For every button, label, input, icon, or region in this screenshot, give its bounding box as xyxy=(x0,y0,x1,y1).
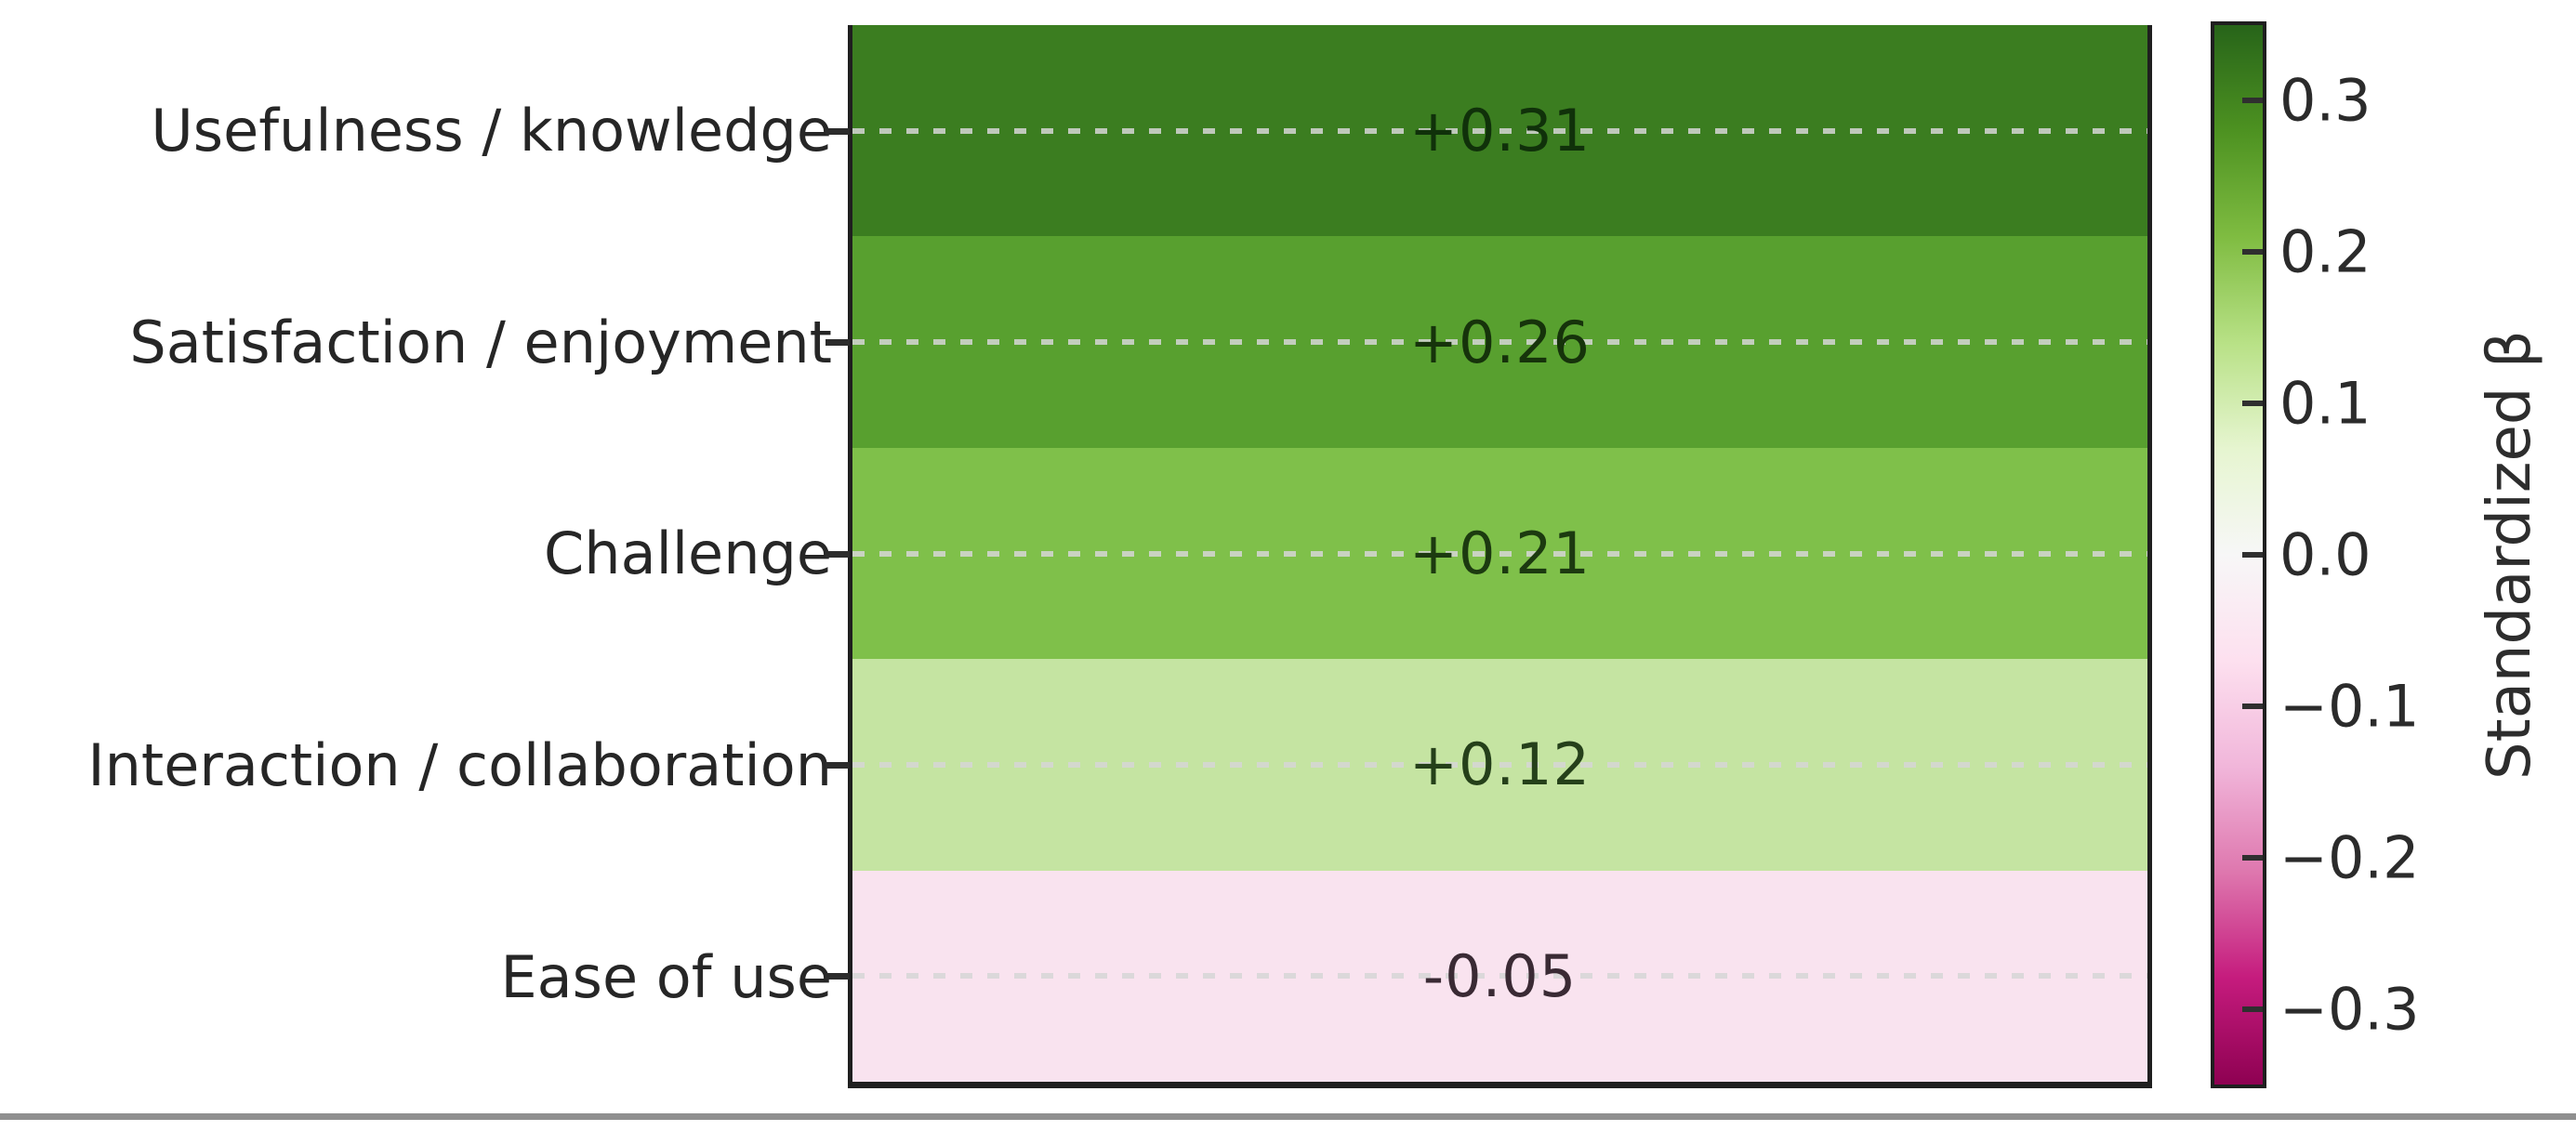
gridline-dashed xyxy=(852,339,2147,346)
row-label: Satisfaction / enjoyment xyxy=(129,308,832,376)
y-axis-labels: Usefulness / knowledge Satisfaction / enj… xyxy=(0,25,832,1083)
y-axis-tick-mark xyxy=(826,127,850,135)
heatmap: +0.31 +0.26 +0.21 +0.12 -0.05 xyxy=(848,25,2152,1088)
colorbar-axis-label: Standardized β xyxy=(2476,330,2544,780)
row-label: Challenge xyxy=(544,519,832,588)
colorbar-tick-mark xyxy=(2242,1006,2263,1012)
colorbar-tick-label: −0.2 xyxy=(2279,823,2420,892)
colorbar xyxy=(2211,21,2266,1088)
colorbar-tick-label: −0.3 xyxy=(2279,975,2420,1044)
y-axis-tick-mark xyxy=(826,973,850,980)
colorbar-tick-label: 0.1 xyxy=(2279,369,2371,438)
heatmap-row: +0.12 xyxy=(852,659,2147,871)
heatmap-row: +0.31 xyxy=(852,25,2147,237)
colorbar-tick-mark xyxy=(2242,552,2263,558)
y-axis-tick-mark xyxy=(826,761,850,769)
cell-value-label: +0.26 xyxy=(1409,308,1591,376)
colorbar-tick-label: −0.1 xyxy=(2279,672,2420,741)
colorbar-tick-mark xyxy=(2242,98,2263,104)
gridline-dashed xyxy=(852,973,2147,980)
colorbar-tick-label: 0.2 xyxy=(2279,217,2371,286)
colorbar-tick-label: 0.3 xyxy=(2279,66,2371,135)
cell-value-label: +0.21 xyxy=(1409,519,1591,588)
cell-value-label: +0.31 xyxy=(1409,97,1591,165)
y-axis-tick-mark xyxy=(826,550,850,558)
colorbar-tick-label: 0.0 xyxy=(2279,520,2371,589)
bottom-border-line xyxy=(0,1113,2576,1120)
colorbar-tick-mark xyxy=(2242,401,2263,407)
heatmap-row: +0.21 xyxy=(852,447,2147,660)
y-axis-tick-mark xyxy=(826,339,850,347)
heatmap-row: -0.05 xyxy=(852,870,2147,1083)
heatmap-row: +0.26 xyxy=(852,236,2147,448)
gridline-dashed xyxy=(852,127,2147,134)
colorbar-tick-mark xyxy=(2242,854,2263,861)
gridline-dashed xyxy=(852,550,2147,557)
row-label: Interaction / collaboration xyxy=(87,731,832,800)
gridline-dashed xyxy=(852,761,2147,768)
colorbar-tick-mark xyxy=(2242,703,2263,709)
cell-value-label: -0.05 xyxy=(1422,941,1578,1010)
row-label: Ease of use xyxy=(500,942,832,1011)
cell-value-label: +0.12 xyxy=(1409,730,1591,799)
colorbar-tick-mark xyxy=(2242,249,2263,256)
row-label: Usefulness / knowledge xyxy=(151,97,832,165)
